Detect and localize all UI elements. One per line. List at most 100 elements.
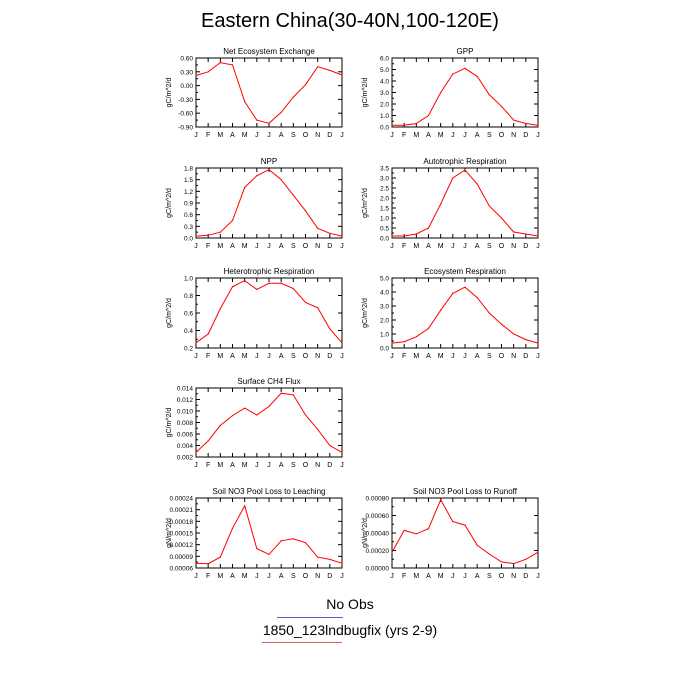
data-point bbox=[292, 96, 294, 98]
x-tick-label: S bbox=[291, 353, 296, 360]
y-tick-label: 0.9 bbox=[184, 201, 193, 208]
x-tick-label: M bbox=[413, 353, 419, 360]
data-point bbox=[415, 336, 417, 338]
data-point bbox=[452, 521, 454, 523]
y-tick-label: 0.5 bbox=[380, 226, 389, 233]
data-point bbox=[280, 179, 282, 181]
data-point bbox=[219, 308, 221, 310]
y-tick-label: 3.0 bbox=[380, 304, 389, 311]
x-tick-label: F bbox=[402, 573, 406, 580]
x-tick-label: J bbox=[463, 353, 467, 360]
x-tick-label: M bbox=[217, 462, 223, 469]
y-tick-label: 0.0 bbox=[380, 236, 389, 243]
x-tick-label: N bbox=[511, 353, 516, 360]
y-axis-label: gC/m^2/d bbox=[166, 78, 173, 108]
y-tick-label: 1.5 bbox=[184, 177, 193, 184]
y-axis-label: gN/m^2/d bbox=[362, 518, 369, 548]
plot-title: Soil NO3 Pool Loss to Runoff bbox=[413, 487, 518, 496]
x-tick-label: J bbox=[194, 573, 198, 580]
data-point bbox=[280, 282, 282, 284]
data-point bbox=[452, 177, 454, 179]
x-tick-label: M bbox=[438, 573, 444, 580]
data-point bbox=[391, 235, 393, 237]
plot-title: Ecosystem Respiration bbox=[424, 267, 506, 276]
x-tick-label: J bbox=[255, 353, 259, 360]
data-point bbox=[500, 561, 503, 563]
data-point bbox=[464, 169, 466, 171]
y-tick-label: 0.0 bbox=[380, 125, 389, 132]
y-tick-label: 3.5 bbox=[380, 166, 389, 173]
y-tick-label: 4.0 bbox=[380, 290, 389, 297]
x-tick-label: J bbox=[463, 243, 467, 250]
data-point bbox=[452, 292, 454, 294]
y-tick-label: 0.004 bbox=[177, 443, 194, 450]
y-tick-label: 5.0 bbox=[380, 67, 389, 74]
plot-title: Net Ecosystem Exchange bbox=[223, 47, 315, 56]
x-tick-label: A bbox=[279, 462, 284, 469]
x-tick-label: J bbox=[536, 132, 540, 139]
data-point bbox=[403, 341, 405, 343]
data-point bbox=[244, 101, 246, 103]
x-tick-label: O bbox=[303, 573, 309, 580]
y-tick-label: 0.008 bbox=[177, 420, 194, 427]
x-tick-label: M bbox=[413, 243, 419, 250]
data-point bbox=[256, 288, 258, 290]
data-point bbox=[341, 451, 343, 453]
x-tick-label: J bbox=[267, 573, 271, 580]
x-tick-label: O bbox=[303, 132, 309, 139]
x-tick-label: A bbox=[279, 132, 284, 139]
x-tick-label: F bbox=[206, 462, 210, 469]
data-point bbox=[292, 538, 294, 540]
x-tick-label: J bbox=[451, 353, 455, 360]
data-point bbox=[415, 233, 417, 235]
x-tick-label: A bbox=[475, 353, 480, 360]
y-tick-label: -0.60 bbox=[178, 111, 193, 118]
x-tick-label: J bbox=[255, 573, 259, 580]
x-tick-label: N bbox=[511, 573, 516, 580]
data-point bbox=[403, 529, 405, 531]
x-tick-label: J bbox=[255, 243, 259, 250]
y-tick-label: 0.8 bbox=[184, 293, 193, 300]
y-tick-label: 0.30 bbox=[180, 69, 193, 76]
data-point bbox=[500, 217, 503, 219]
x-tick-label: M bbox=[242, 132, 248, 139]
y-tick-label: 0.006 bbox=[177, 432, 194, 439]
data-point bbox=[476, 183, 478, 185]
data-point bbox=[244, 407, 246, 409]
data-point bbox=[415, 533, 417, 535]
legend-model-label: 1850_123lndbugfix (yrs 2-9) bbox=[262, 622, 438, 638]
y-axis-label: gC/m^2/d bbox=[362, 188, 369, 218]
x-tick-label: D bbox=[523, 132, 528, 139]
x-tick-label: A bbox=[230, 132, 235, 139]
x-tick-label: O bbox=[303, 353, 309, 360]
data-point bbox=[256, 414, 258, 416]
plot-frame bbox=[195, 57, 343, 128]
data-point bbox=[464, 286, 466, 288]
data-point bbox=[231, 527, 234, 529]
data-point bbox=[219, 62, 221, 64]
x-tick-label: M bbox=[413, 132, 419, 139]
x-tick-label: A bbox=[230, 353, 235, 360]
series-line bbox=[195, 504, 343, 565]
data-point bbox=[317, 428, 319, 430]
x-tick-label: M bbox=[242, 353, 248, 360]
x-tick-label: M bbox=[438, 353, 444, 360]
data-point bbox=[513, 231, 515, 233]
data-point bbox=[244, 186, 246, 189]
data-point bbox=[329, 328, 331, 330]
data-point bbox=[219, 556, 221, 558]
x-tick-label: S bbox=[291, 462, 296, 469]
x-tick-label: S bbox=[487, 132, 492, 139]
y-tick-label: 0.00021 bbox=[170, 507, 194, 514]
data-point bbox=[525, 558, 527, 560]
x-tick-label: J bbox=[340, 243, 344, 250]
x-tick-label: J bbox=[267, 243, 271, 250]
x-tick-label: J bbox=[390, 353, 394, 360]
plot-title: Surface CH4 Flux bbox=[237, 377, 300, 386]
data-point bbox=[268, 282, 270, 284]
x-tick-label: J bbox=[194, 132, 198, 139]
data-point bbox=[256, 175, 258, 177]
data-point bbox=[280, 392, 282, 394]
series-line bbox=[195, 62, 343, 124]
data-point bbox=[341, 342, 343, 344]
